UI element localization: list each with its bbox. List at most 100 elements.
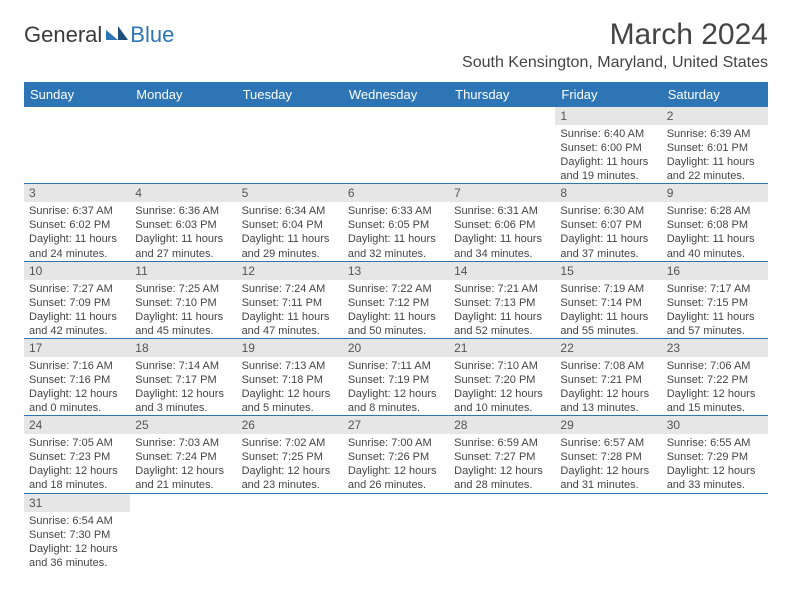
day-info: Sunrise: 6:59 AMSunset: 7:27 PMDaylight:…: [449, 434, 555, 492]
calendar-cell: 29Sunrise: 6:57 AMSunset: 7:28 PMDayligh…: [555, 416, 661, 493]
day-number: 17: [24, 339, 130, 357]
day-info: Sunrise: 7:11 AMSunset: 7:19 PMDaylight:…: [343, 357, 449, 415]
day-info: Sunrise: 6:54 AMSunset: 7:30 PMDaylight:…: [24, 512, 130, 570]
day-number: 25: [130, 416, 236, 434]
day-info: Sunrise: 7:19 AMSunset: 7:14 PMDaylight:…: [555, 280, 661, 338]
day-number: 30: [662, 416, 768, 434]
day-number: 11: [130, 262, 236, 280]
day-info: Sunrise: 7:16 AMSunset: 7:16 PMDaylight:…: [24, 357, 130, 415]
day-number: 27: [343, 416, 449, 434]
title-block: March 2024 South Kensington, Maryland, U…: [462, 18, 768, 78]
day-number: 7: [449, 184, 555, 202]
day-number: 12: [237, 262, 343, 280]
day-number: 20: [343, 339, 449, 357]
calendar-cell: 22Sunrise: 7:08 AMSunset: 7:21 PMDayligh…: [555, 338, 661, 415]
calendar-cell: 11Sunrise: 7:25 AMSunset: 7:10 PMDayligh…: [130, 261, 236, 338]
calendar-cell: 2Sunrise: 6:39 AMSunset: 6:01 PMDaylight…: [662, 107, 768, 184]
calendar-cell: 24Sunrise: 7:05 AMSunset: 7:23 PMDayligh…: [24, 416, 130, 493]
day-number: 4: [130, 184, 236, 202]
calendar-cell: 6Sunrise: 6:33 AMSunset: 6:05 PMDaylight…: [343, 184, 449, 261]
day-info: Sunrise: 7:22 AMSunset: 7:12 PMDaylight:…: [343, 280, 449, 338]
day-info: Sunrise: 6:30 AMSunset: 6:07 PMDaylight:…: [555, 202, 661, 260]
calendar-cell: 7Sunrise: 6:31 AMSunset: 6:06 PMDaylight…: [449, 184, 555, 261]
day-number: 29: [555, 416, 661, 434]
day-number: 8: [555, 184, 661, 202]
calendar-cell: 16Sunrise: 7:17 AMSunset: 7:15 PMDayligh…: [662, 261, 768, 338]
weekday-row: SundayMondayTuesdayWednesdayThursdayFrid…: [24, 82, 768, 107]
weekday-header: Friday: [555, 82, 661, 107]
calendar-cell: [449, 493, 555, 570]
location: South Kensington, Maryland, United State…: [462, 54, 768, 72]
day-number: 21: [449, 339, 555, 357]
calendar-cell: 18Sunrise: 7:14 AMSunset: 7:17 PMDayligh…: [130, 338, 236, 415]
day-number: 14: [449, 262, 555, 280]
calendar-body: 1Sunrise: 6:40 AMSunset: 6:00 PMDaylight…: [24, 107, 768, 570]
header: General Blue March 2024 South Kensington…: [24, 18, 768, 78]
weekday-header: Wednesday: [343, 82, 449, 107]
calendar-cell: [130, 107, 236, 184]
calendar-cell: [237, 107, 343, 184]
logo-text1: General: [24, 22, 102, 48]
day-info: Sunrise: 7:24 AMSunset: 7:11 PMDaylight:…: [237, 280, 343, 338]
day-number: 10: [24, 262, 130, 280]
day-info: Sunrise: 7:03 AMSunset: 7:24 PMDaylight:…: [130, 434, 236, 492]
calendar-row: 24Sunrise: 7:05 AMSunset: 7:23 PMDayligh…: [24, 416, 768, 493]
calendar-cell: 21Sunrise: 7:10 AMSunset: 7:20 PMDayligh…: [449, 338, 555, 415]
day-info: Sunrise: 7:08 AMSunset: 7:21 PMDaylight:…: [555, 357, 661, 415]
day-number: 28: [449, 416, 555, 434]
day-number: 6: [343, 184, 449, 202]
calendar-cell: 27Sunrise: 7:00 AMSunset: 7:26 PMDayligh…: [343, 416, 449, 493]
day-info: Sunrise: 7:10 AMSunset: 7:20 PMDaylight:…: [449, 357, 555, 415]
day-number: 3: [24, 184, 130, 202]
calendar-row: 10Sunrise: 7:27 AMSunset: 7:09 PMDayligh…: [24, 261, 768, 338]
calendar-cell: [449, 107, 555, 184]
day-number: 13: [343, 262, 449, 280]
day-info: Sunrise: 7:17 AMSunset: 7:15 PMDaylight:…: [662, 280, 768, 338]
day-number: 18: [130, 339, 236, 357]
day-number: 24: [24, 416, 130, 434]
day-info: Sunrise: 6:40 AMSunset: 6:00 PMDaylight:…: [555, 125, 661, 183]
day-info: Sunrise: 7:13 AMSunset: 7:18 PMDaylight:…: [237, 357, 343, 415]
day-info: Sunrise: 6:39 AMSunset: 6:01 PMDaylight:…: [662, 125, 768, 183]
day-info: Sunrise: 6:28 AMSunset: 6:08 PMDaylight:…: [662, 202, 768, 260]
calendar-cell: 23Sunrise: 7:06 AMSunset: 7:22 PMDayligh…: [662, 338, 768, 415]
calendar-cell: 13Sunrise: 7:22 AMSunset: 7:12 PMDayligh…: [343, 261, 449, 338]
calendar-cell: 25Sunrise: 7:03 AMSunset: 7:24 PMDayligh…: [130, 416, 236, 493]
calendar-cell: 8Sunrise: 6:30 AMSunset: 6:07 PMDaylight…: [555, 184, 661, 261]
calendar-cell: [343, 493, 449, 570]
day-info: Sunrise: 7:14 AMSunset: 7:17 PMDaylight:…: [130, 357, 236, 415]
day-number: 1: [555, 107, 661, 125]
day-info: Sunrise: 7:05 AMSunset: 7:23 PMDaylight:…: [24, 434, 130, 492]
day-number: 5: [237, 184, 343, 202]
calendar-cell: 15Sunrise: 7:19 AMSunset: 7:14 PMDayligh…: [555, 261, 661, 338]
day-info: Sunrise: 7:06 AMSunset: 7:22 PMDaylight:…: [662, 357, 768, 415]
day-number: 26: [237, 416, 343, 434]
calendar-cell: 4Sunrise: 6:36 AMSunset: 6:03 PMDaylight…: [130, 184, 236, 261]
calendar-row: 3Sunrise: 6:37 AMSunset: 6:02 PMDaylight…: [24, 184, 768, 261]
calendar-cell: 30Sunrise: 6:55 AMSunset: 7:29 PMDayligh…: [662, 416, 768, 493]
calendar-cell: 9Sunrise: 6:28 AMSunset: 6:08 PMDaylight…: [662, 184, 768, 261]
logo-icon: [106, 22, 128, 48]
day-number: 2: [662, 107, 768, 125]
calendar-cell: 12Sunrise: 7:24 AMSunset: 7:11 PMDayligh…: [237, 261, 343, 338]
day-info: Sunrise: 6:55 AMSunset: 7:29 PMDaylight:…: [662, 434, 768, 492]
day-number: 9: [662, 184, 768, 202]
calendar-cell: [24, 107, 130, 184]
calendar-cell: 14Sunrise: 7:21 AMSunset: 7:13 PMDayligh…: [449, 261, 555, 338]
month-title: March 2024: [462, 18, 768, 52]
day-number: 31: [24, 494, 130, 512]
calendar-cell: 28Sunrise: 6:59 AMSunset: 7:27 PMDayligh…: [449, 416, 555, 493]
calendar-row: 1Sunrise: 6:40 AMSunset: 6:00 PMDaylight…: [24, 107, 768, 184]
calendar-cell: 17Sunrise: 7:16 AMSunset: 7:16 PMDayligh…: [24, 338, 130, 415]
day-number: 16: [662, 262, 768, 280]
day-info: Sunrise: 7:25 AMSunset: 7:10 PMDaylight:…: [130, 280, 236, 338]
day-info: Sunrise: 7:27 AMSunset: 7:09 PMDaylight:…: [24, 280, 130, 338]
logo-text2: Blue: [130, 22, 174, 48]
calendar-cell: 31Sunrise: 6:54 AMSunset: 7:30 PMDayligh…: [24, 493, 130, 570]
calendar-cell: 19Sunrise: 7:13 AMSunset: 7:18 PMDayligh…: [237, 338, 343, 415]
weekday-header: Saturday: [662, 82, 768, 107]
day-info: Sunrise: 6:37 AMSunset: 6:02 PMDaylight:…: [24, 202, 130, 260]
day-number: 19: [237, 339, 343, 357]
calendar-cell: 1Sunrise: 6:40 AMSunset: 6:00 PMDaylight…: [555, 107, 661, 184]
day-info: Sunrise: 6:33 AMSunset: 6:05 PMDaylight:…: [343, 202, 449, 260]
